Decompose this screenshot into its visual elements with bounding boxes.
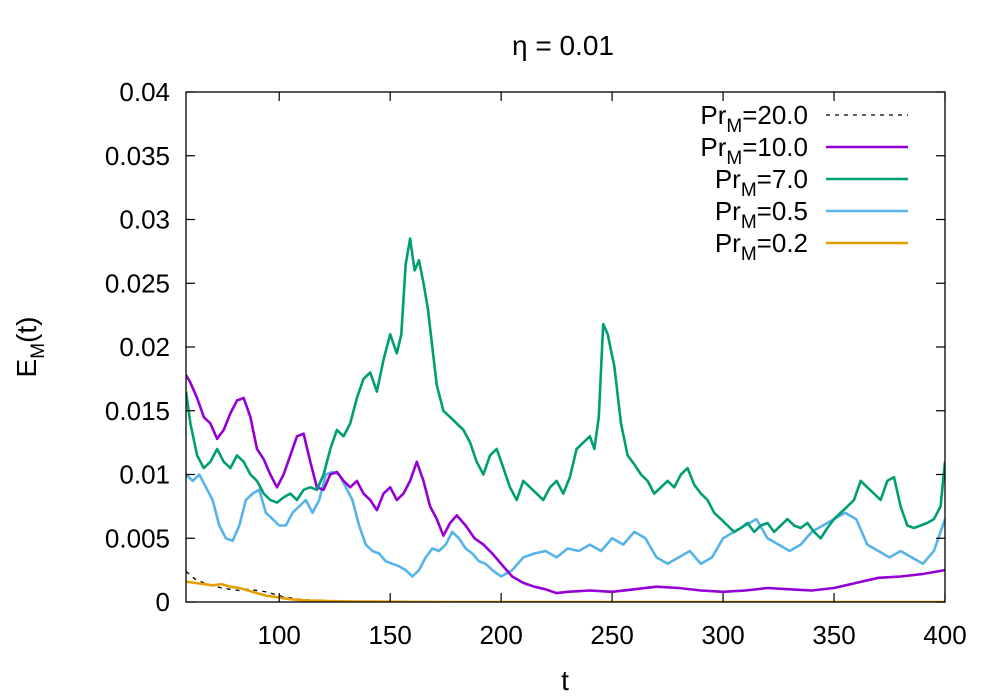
legend-label-0-sub: M <box>726 116 742 137</box>
series-line-1 <box>186 374 945 595</box>
y-tick-label: 0.03 <box>119 205 170 235</box>
y-tick-label: 0.005 <box>105 523 170 553</box>
legend-label-0: PrM=20.0 <box>700 100 808 137</box>
legend-label-2-sub: M <box>741 180 757 201</box>
x-tick-label: 350 <box>812 620 855 650</box>
legend-label-2-rest: =7.0 <box>757 164 808 194</box>
legend-label-4-sub: M <box>741 244 757 265</box>
x-tick-label: 250 <box>590 620 633 650</box>
y-tick-label: 0.035 <box>105 141 170 171</box>
legend-label-1-sub: M <box>726 148 742 169</box>
y-tick-label: 0.01 <box>119 460 170 490</box>
chart-title: η = 0.01 <box>512 30 614 61</box>
series-line-2 <box>186 237 945 540</box>
y-axis-title-text: EM(t) <box>11 317 49 378</box>
x-axis-title: t <box>561 665 569 696</box>
legend-label-3-sub: M <box>741 212 757 233</box>
series-layer <box>186 237 945 602</box>
legend-label-3: PrM=0.5 <box>715 196 808 233</box>
legend-label-1: PrM=10.0 <box>700 132 808 169</box>
x-tick-label: 100 <box>258 620 301 650</box>
legend-label-4-rest: =0.2 <box>757 228 808 258</box>
legend-label-2: PrM=7.0 <box>715 164 808 201</box>
y-tick-label: 0.02 <box>119 332 170 362</box>
legend-label-0-rest: =20.0 <box>742 100 808 130</box>
y-axis-title-text-sub: M <box>28 343 49 359</box>
legend-label-3-base: Pr <box>715 196 741 226</box>
axes: 0 0.005 0.01 0.015 0.02 0.025 0.03 0.035 0.04 100… <box>105 77 967 650</box>
y-tick-label: 0.04 <box>119 77 170 107</box>
y-tick-label: 0.015 <box>105 396 170 426</box>
x-tick-label: 150 <box>368 620 411 650</box>
legend-label-4: PrM=0.2 <box>715 228 808 265</box>
series-line-3 <box>186 470 945 578</box>
y-axis-title: EM(t) <box>11 317 49 378</box>
legend-label-1-base: Pr <box>700 132 726 162</box>
series-line-4 <box>186 580 945 602</box>
legend-label-3-rest: =0.5 <box>757 196 808 226</box>
y-axis-title-text-base: E <box>11 359 42 378</box>
x-tick-label: 300 <box>701 620 744 650</box>
y-axis-title-text-rest: (t) <box>11 317 42 343</box>
series-line-0 <box>186 570 945 602</box>
x-tick-label: 400 <box>923 620 966 650</box>
legend-label-1-rest: =10.0 <box>742 132 808 162</box>
y-tick-label: 0.025 <box>105 268 170 298</box>
plot-frame <box>185 91 946 603</box>
legend-label-0-base: Pr <box>700 100 726 130</box>
x-tick-label: 200 <box>479 620 522 650</box>
legend-label-4-base: Pr <box>715 228 741 258</box>
y-tick-label: 0 <box>156 587 170 617</box>
legend-label-2-base: Pr <box>715 164 741 194</box>
